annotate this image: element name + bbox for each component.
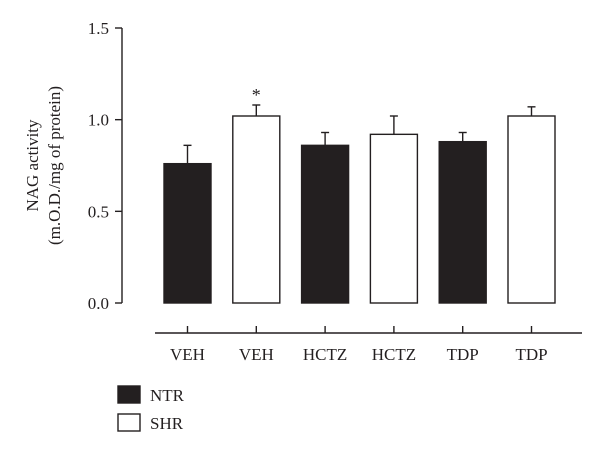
y-axis-label-line: (m.O.D./mg of protein)	[45, 86, 64, 245]
x-tick-label: TDP	[515, 345, 547, 364]
x-tick-label: VEH	[170, 345, 205, 364]
bar-tdp-shr	[507, 115, 556, 304]
y-tick-label: 1.0	[88, 111, 109, 130]
bar-tdp-ntr	[438, 140, 487, 304]
bar-veh-ntr	[163, 162, 212, 304]
x-axis	[155, 326, 582, 334]
bar-hctz-shr	[369, 133, 419, 304]
y-tick-label: 0.0	[88, 294, 109, 313]
x-tick-label: TDP	[447, 345, 479, 364]
x-tick-label: VEH	[239, 345, 274, 364]
x-tick-label: HCTZ	[303, 345, 347, 364]
y-tick-label: 0.5	[88, 202, 109, 221]
significance-marker: *	[252, 85, 261, 105]
y-axis: 0.0 0.5 1.0 1.5	[88, 19, 123, 313]
y-axis-label: NAG activity (m.O.D./mg of protein)	[23, 86, 64, 245]
y-tick-label: 1.5	[88, 19, 109, 38]
annotations: *	[252, 85, 261, 105]
legend-swatch-ntr	[117, 385, 141, 404]
legend-swatch-shr	[117, 413, 141, 432]
x-tick-label: HCTZ	[372, 345, 416, 364]
error-bars	[183, 104, 536, 164]
legend-label-shr: SHR	[150, 414, 184, 433]
bar-hctz-ntr	[300, 144, 350, 304]
legend: NTR SHR	[117, 385, 185, 433]
bar-veh-shr	[232, 115, 281, 304]
legend-label-ntr: NTR	[150, 386, 185, 405]
x-tick-labels: VEH VEH HCTZ HCTZ TDP TDP	[170, 345, 548, 364]
y-axis-label-line: NAG activity	[23, 119, 42, 212]
bars	[163, 115, 556, 304]
